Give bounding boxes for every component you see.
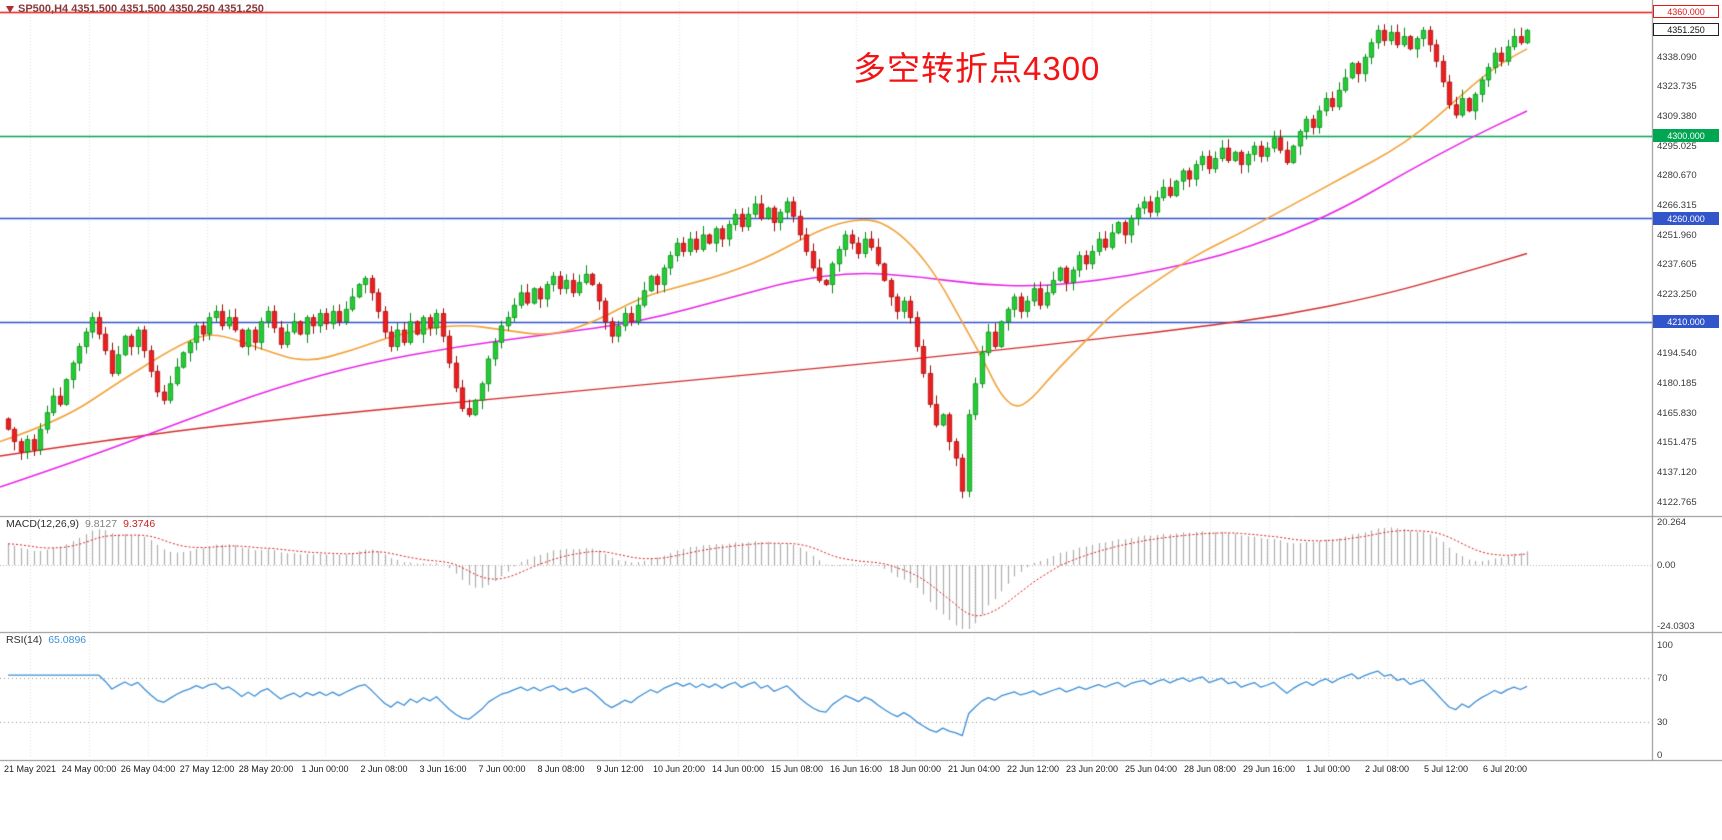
trading-chart-window: SP500,H4 4351.500 4351.500 4350.250 4351…: [0, 0, 1722, 840]
chart-canvas[interactable]: [0, 0, 1722, 840]
